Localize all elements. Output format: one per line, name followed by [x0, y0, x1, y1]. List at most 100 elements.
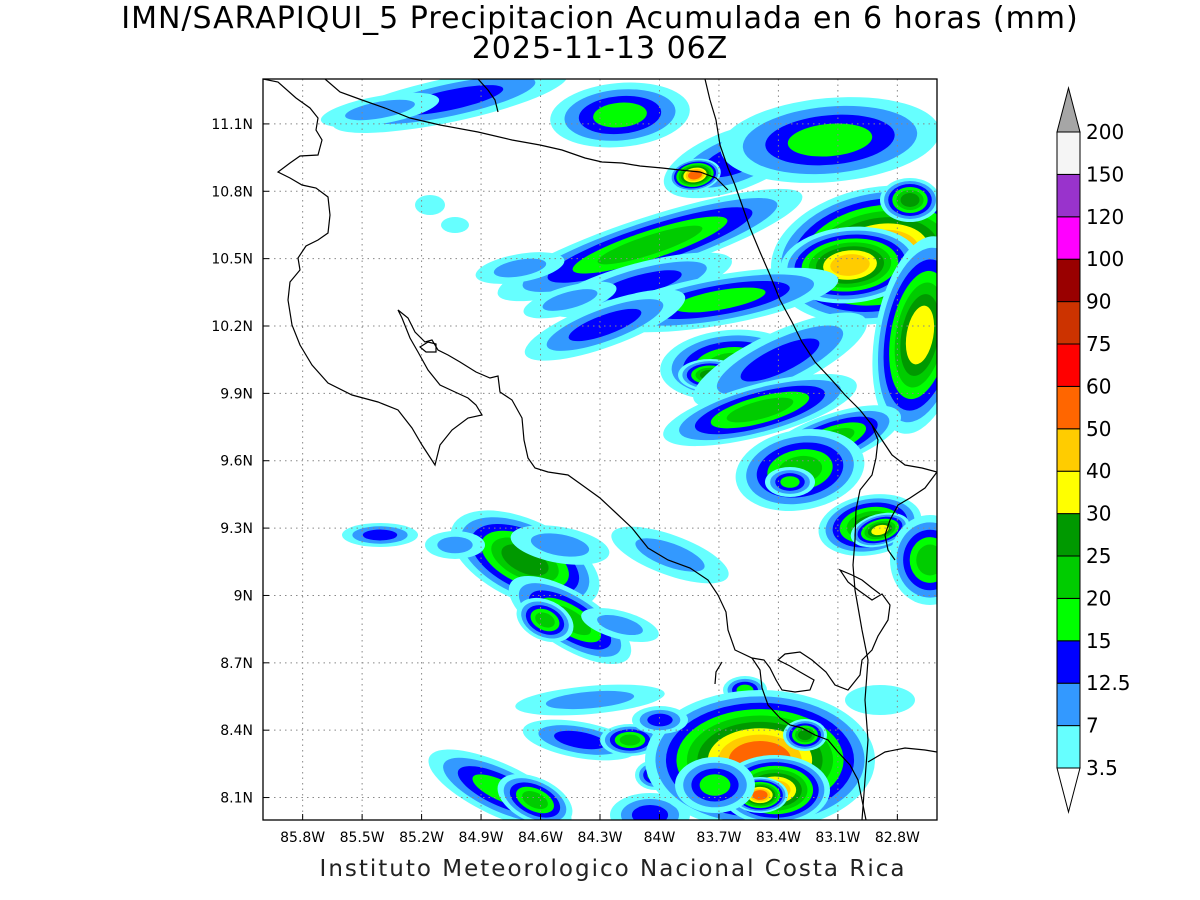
colorbar-level-label: 90 [1086, 290, 1111, 314]
coastline-bocas [884, 471, 937, 561]
precip-band-12_5 [647, 713, 673, 727]
x-tick-label: 85.5W [340, 830, 385, 846]
precip-band-12_5 [362, 529, 398, 541]
coastlines-borders [263, 79, 937, 820]
x-tick-label: 84.9W [459, 830, 504, 846]
colorbar-swatch [1056, 216, 1081, 260]
precip-band-15 [699, 774, 731, 796]
colorbar-level-label: 40 [1086, 459, 1111, 483]
precip-band-15 [787, 123, 873, 157]
coastline-punta-burica [867, 747, 937, 763]
chart-title: IMN/SARAPIQUI_5 Precipitacion Acumulada … [121, 1, 1079, 36]
precip-band-7 [437, 536, 473, 554]
precip-band-7 [635, 538, 705, 572]
colorbar-swatch [1056, 258, 1081, 303]
precip-band-7 [597, 614, 643, 636]
colorbar-level-label: 30 [1086, 502, 1111, 526]
precip-band-50 [688, 170, 702, 180]
precip-band-7 [542, 289, 598, 311]
colorbar-level-label: 25 [1086, 544, 1111, 568]
colorbar-level-label: 20 [1086, 586, 1111, 610]
x-tick-label: 84W [644, 830, 676, 846]
x-tick-label: 83.1W [815, 830, 860, 846]
precip-band-12_5 [631, 805, 669, 820]
precip-band-7 [345, 99, 415, 121]
island-chira [418, 341, 437, 353]
colorbar-level-label: 120 [1086, 205, 1124, 229]
y-tick-label: 8.7N [220, 656, 253, 672]
x-tick-label: 85.8W [280, 830, 325, 846]
precip-band-20 [619, 734, 641, 746]
y-tick-label: 9.3N [220, 521, 253, 537]
precip-band-12_5 [568, 308, 642, 342]
footer-credit: Instituto Meteorologico Nacional Costa R… [319, 856, 907, 882]
precip-band-20 [597, 225, 703, 265]
colorbar-swatch [1056, 131, 1081, 175]
colorbar-swatch [1056, 385, 1081, 430]
precip-band-12_5 [740, 338, 820, 382]
y-tick-label: 9.6N [220, 454, 253, 470]
coastline-caribbean [704, 79, 937, 473]
colorbar-swatch [1056, 640, 1081, 684]
precip-band-12_5 [554, 730, 606, 750]
coastline-golfito [714, 661, 723, 685]
precip-band-40 [830, 254, 870, 276]
y-tick-label: 8.1N [220, 791, 253, 807]
precipitation-field [320, 79, 937, 820]
colorbar-level-label: 3.5 [1086, 756, 1118, 780]
colorbar: 3.5 7 12.5 15 20 25 30 40 50 60 75 90 100 120 150 200 [1056, 86, 1131, 814]
precip-band-20 [916, 544, 937, 576]
graticule [263, 79, 937, 820]
y-tick-label: 10.5N [211, 252, 253, 268]
precip-band-25 [798, 729, 812, 741]
colorbar-level-label: 100 [1086, 247, 1124, 271]
precip-band-30 [871, 524, 889, 536]
y-tick-label: 9N [234, 588, 253, 604]
x-tick-label: 83.4W [756, 830, 801, 846]
border-nicaragua [324, 79, 729, 191]
colorbar-level-label: 150 [1086, 162, 1124, 186]
coastline-osa [751, 657, 867, 820]
colorbar-swatch [1056, 555, 1081, 599]
x-tick-label: 82.8W [875, 830, 920, 846]
colorbar-level-label: 75 [1086, 332, 1111, 356]
precip-band-25 [900, 193, 920, 207]
border-panama [852, 424, 879, 820]
colorbar-level-label: 60 [1086, 374, 1111, 398]
coastline-nicaragua-lake [477, 79, 499, 113]
coastline-pacific-nicoya [263, 79, 891, 693]
colorbar-swatch [1056, 682, 1081, 727]
precip-band-15 [593, 102, 647, 128]
precip-band-7 [545, 690, 635, 710]
y-tick-label: 11.1N [211, 117, 253, 133]
precip-band-3_5 [845, 685, 915, 715]
x-tick-label: 84.3W [577, 830, 622, 846]
colorbar-swatch [1056, 725, 1081, 769]
chart-datetime: 2025-11-13 06Z [471, 31, 729, 66]
y-tick-label: 10.8N [211, 184, 253, 200]
precip-band-20 [726, 397, 794, 423]
x-tick-label: 83.7W [696, 830, 741, 846]
colorbar-level-label: 200 [1086, 120, 1124, 144]
precip-band-7 [530, 533, 590, 557]
y-tick-label: 10.2N [211, 319, 253, 335]
colorbar-level-label: 15 [1086, 629, 1111, 653]
precip-band-15 [674, 287, 766, 313]
colorbar-swatch [1056, 173, 1081, 218]
colorbar-swatch [1056, 513, 1081, 557]
precip-band-15 [780, 476, 800, 488]
colorbar-swatch [1056, 301, 1081, 345]
precip-band-30 [905, 305, 935, 365]
axes: 85.8W 85.5W 85.2W 84.9W 84.6W 84.3W 84W 83.7W 83… [211, 117, 920, 846]
precip-band-3_5 [441, 217, 469, 233]
colorbar-swatch [1056, 597, 1081, 642]
precip-band-3_5 [415, 195, 445, 215]
precip-band-12_5 [598, 270, 682, 300]
x-tick-label: 84.6W [518, 830, 563, 846]
y-tick-label: 8.4N [220, 723, 253, 739]
x-tick-label: 85.2W [399, 830, 444, 846]
colorbar-over-triangle [1056, 86, 1081, 133]
precip-band-7 [493, 258, 547, 278]
colorbar-level-label: 50 [1086, 417, 1111, 441]
